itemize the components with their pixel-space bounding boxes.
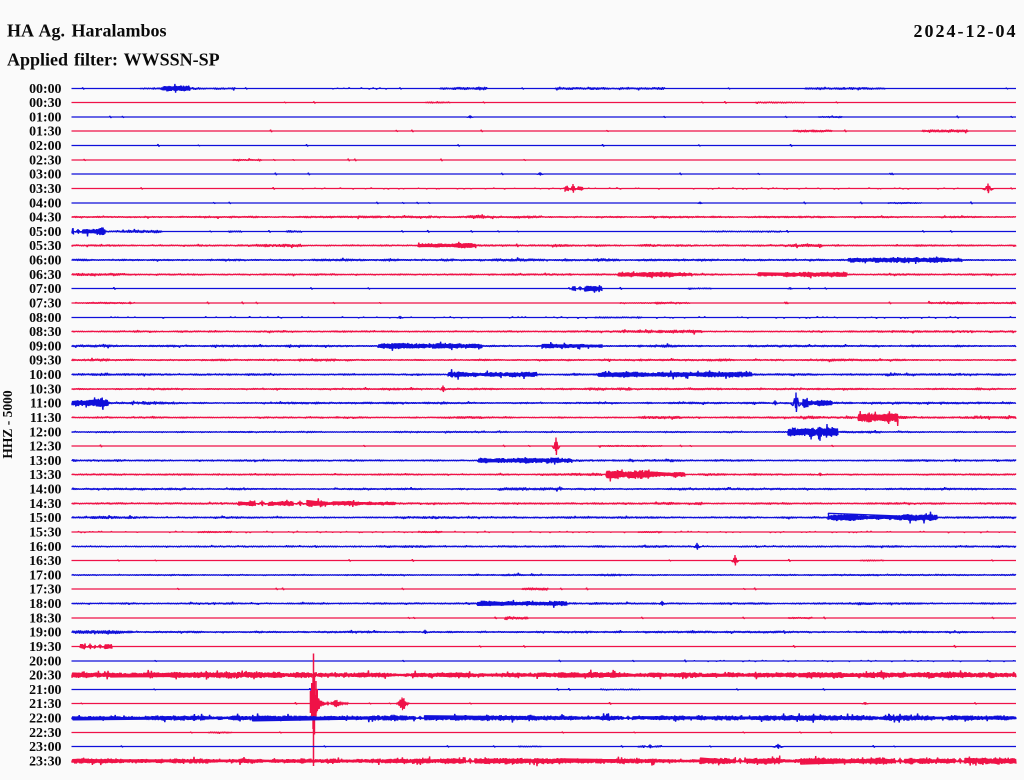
svg-text:05:00: 05:00	[29, 225, 61, 240]
svg-text:16:30: 16:30	[29, 554, 61, 569]
svg-text:06:30: 06:30	[29, 268, 61, 283]
svg-text:21:30: 21:30	[29, 697, 61, 712]
svg-text:01:30: 01:30	[29, 124, 61, 139]
svg-text:HA Ag. Haralambos: HA Ag. Haralambos	[7, 21, 167, 41]
svg-text:22:30: 22:30	[29, 726, 61, 741]
svg-text:04:30: 04:30	[29, 210, 61, 225]
svg-text:04:00: 04:00	[29, 196, 61, 211]
svg-text:23:00: 23:00	[29, 740, 61, 755]
svg-text:19:30: 19:30	[29, 640, 61, 655]
svg-text:12:00: 12:00	[29, 425, 61, 440]
svg-text:22:00: 22:00	[29, 711, 61, 726]
svg-text:07:30: 07:30	[29, 296, 61, 311]
svg-text:18:00: 18:00	[29, 597, 61, 612]
svg-text:09:30: 09:30	[29, 353, 61, 368]
svg-text:14:00: 14:00	[29, 482, 61, 497]
svg-text:10:30: 10:30	[29, 382, 61, 397]
svg-text:12:30: 12:30	[29, 439, 61, 454]
svg-text:18:30: 18:30	[29, 611, 61, 626]
svg-text:03:00: 03:00	[29, 167, 61, 182]
svg-text:01:00: 01:00	[29, 110, 61, 125]
svg-text:07:00: 07:00	[29, 282, 61, 297]
svg-text:03:30: 03:30	[29, 182, 61, 197]
svg-text:21:00: 21:00	[29, 683, 61, 698]
svg-text:23:30: 23:30	[29, 754, 61, 769]
svg-text:05:30: 05:30	[29, 239, 61, 254]
svg-text:16:00: 16:00	[29, 540, 61, 555]
svg-text:13:00: 13:00	[29, 454, 61, 469]
svg-text:06:00: 06:00	[29, 253, 61, 268]
svg-text:08:00: 08:00	[29, 311, 61, 326]
svg-text:HHZ - 5000: HHZ - 5000	[0, 390, 15, 459]
svg-text:17:00: 17:00	[29, 568, 61, 583]
svg-text:13:30: 13:30	[29, 468, 61, 483]
svg-text:17:30: 17:30	[29, 582, 61, 597]
svg-text:11:00: 11:00	[30, 396, 62, 411]
svg-text:15:00: 15:00	[29, 511, 61, 526]
svg-text:02:00: 02:00	[29, 139, 61, 154]
svg-text:20:00: 20:00	[29, 654, 61, 669]
svg-text:09:00: 09:00	[29, 339, 61, 354]
svg-text:00:30: 00:30	[29, 96, 61, 111]
svg-text:20:30: 20:30	[29, 668, 61, 683]
svg-text:15:30: 15:30	[29, 525, 61, 540]
svg-text:11:30: 11:30	[30, 411, 62, 426]
svg-text:2024-12-04: 2024-12-04	[914, 21, 1018, 41]
svg-text:10:00: 10:00	[29, 368, 61, 383]
svg-text:14:30: 14:30	[29, 497, 61, 512]
svg-text:02:30: 02:30	[29, 153, 61, 168]
svg-text:Applied filter: WWSSN-SP: Applied filter: WWSSN-SP	[7, 50, 220, 70]
svg-text:08:30: 08:30	[29, 325, 61, 340]
svg-text:00:00: 00:00	[29, 82, 61, 97]
svg-text:19:00: 19:00	[29, 625, 61, 640]
